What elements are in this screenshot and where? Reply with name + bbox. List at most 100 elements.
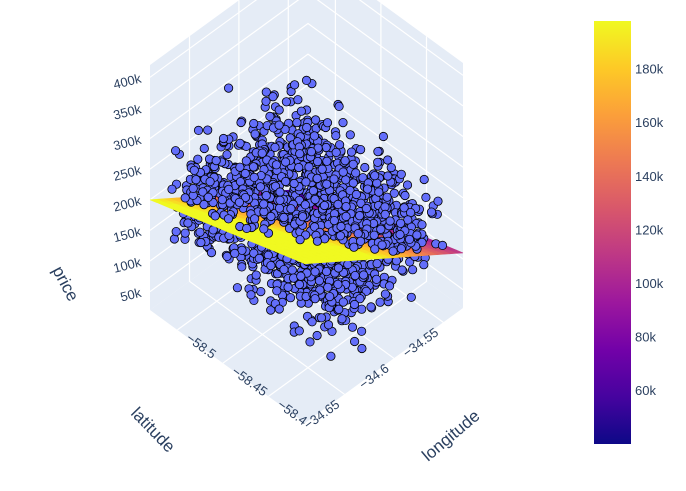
data-point [385, 216, 395, 226]
data-point [345, 130, 355, 140]
data-point [309, 131, 319, 141]
data-point [279, 213, 289, 223]
data-point [295, 235, 305, 245]
data-point [383, 171, 393, 181]
data-point [382, 192, 392, 202]
data-point [296, 271, 306, 281]
data-point [357, 343, 367, 354]
data-point [370, 244, 380, 254]
data-point [188, 183, 198, 193]
data-point [373, 157, 383, 167]
data-point [280, 157, 291, 167]
data-point [321, 266, 332, 277]
data-point [349, 336, 360, 347]
z-tick-label: 250k [112, 162, 143, 183]
data-point [274, 203, 285, 213]
data-point [400, 190, 410, 201]
data-point [407, 265, 418, 275]
data-point [419, 260, 429, 270]
data-point [433, 196, 443, 206]
data-point [325, 291, 335, 302]
data-point [346, 147, 357, 157]
data-point [419, 174, 429, 185]
data-point [217, 195, 227, 205]
data-point [203, 192, 213, 202]
data-point [281, 97, 291, 107]
data-point [287, 265, 297, 275]
data-point [295, 149, 305, 159]
price-axis-title: price [48, 263, 82, 304]
data-point [360, 162, 370, 173]
data-point [301, 75, 312, 86]
data-point [240, 168, 250, 179]
data-point [304, 162, 314, 172]
x-gridline [268, 36, 428, 397]
data-point [272, 286, 282, 296]
data-point [355, 236, 366, 246]
data-point [292, 118, 302, 128]
data-point [255, 182, 266, 192]
data-point [289, 178, 299, 189]
data-point [241, 156, 251, 166]
data-point [338, 118, 348, 128]
data-point [305, 337, 315, 347]
data-point [351, 189, 361, 200]
data-point [333, 199, 343, 209]
data-point [362, 184, 373, 194]
data-point [180, 193, 190, 203]
data-point [421, 192, 431, 202]
data-point [322, 179, 332, 189]
colorbar-tick-label: 160k [635, 115, 664, 130]
data-point [396, 169, 406, 179]
data-point [412, 230, 422, 240]
data-point [426, 207, 437, 217]
data-point [322, 118, 333, 128]
data-point [402, 180, 413, 190]
data-point [298, 212, 308, 222]
data-point [183, 218, 193, 228]
data-point [254, 253, 264, 263]
data-point [361, 203, 371, 214]
data-point [300, 200, 310, 210]
data-point [333, 263, 344, 273]
data-point [293, 95, 303, 105]
data-point [331, 147, 341, 157]
data-point [396, 244, 406, 254]
marker-layer [167, 75, 448, 256]
data-point [222, 251, 232, 261]
data-point [236, 117, 246, 128]
data-point [354, 211, 365, 221]
data-point [259, 199, 269, 209]
data-point [223, 214, 234, 224]
data-point [271, 160, 281, 170]
data-point [358, 270, 369, 280]
data-point [310, 195, 320, 205]
data-point [235, 162, 245, 172]
z-tick-label: 200k [112, 193, 143, 214]
data-point [248, 162, 259, 172]
data-point [249, 172, 259, 182]
data-point [312, 157, 323, 167]
colorbar-tick-label: 60k [635, 383, 656, 398]
data-point [322, 156, 332, 166]
data-point [199, 143, 209, 154]
data-point [341, 175, 351, 185]
data-point [348, 159, 358, 169]
data-point [397, 265, 407, 275]
data-point [399, 203, 409, 213]
data-point [224, 83, 234, 93]
data-point [211, 156, 221, 166]
data-point [314, 276, 324, 286]
data-point [279, 264, 289, 275]
data-point [338, 297, 348, 307]
data-point [308, 186, 318, 196]
data-point [343, 259, 353, 269]
data-point [317, 164, 327, 174]
data-point [386, 163, 396, 173]
data-point [378, 131, 388, 142]
data-point [333, 279, 343, 289]
data-point [388, 246, 398, 256]
z-tick-label: 300k [112, 132, 143, 153]
z-tick-label: 100k [112, 254, 143, 275]
